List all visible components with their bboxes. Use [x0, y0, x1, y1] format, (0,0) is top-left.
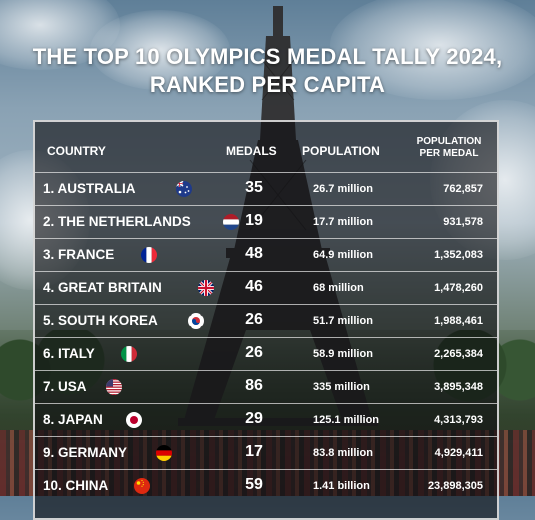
- population-value: 26.7 million: [313, 183, 373, 195]
- table-row: 2. THE NETHERLANDS 19 17.7 million 931,578: [35, 205, 497, 239]
- population-per-medal-value: 3,895,348: [434, 381, 483, 393]
- header-population-per-medal: POPULATION PER MEDAL: [407, 136, 491, 160]
- japan-flag-icon: [126, 412, 142, 428]
- italy-flag-icon: [121, 346, 137, 362]
- country-name: 10. CHINA: [43, 478, 109, 493]
- country-name: 4. GREAT BRITAIN: [43, 280, 162, 295]
- netherlands-flag-icon: [223, 214, 239, 230]
- page-subtitle: RANKED PER CAPITA: [149, 72, 386, 97]
- medal-count: 86: [245, 377, 263, 394]
- population-value: 83.8 million: [313, 447, 373, 459]
- population-value: 335 million: [313, 381, 370, 393]
- population-per-medal-value: 1,478,260: [434, 282, 483, 294]
- medal-count: 46: [245, 278, 263, 295]
- country-name: 8. JAPAN: [43, 412, 103, 427]
- medal-count: 19: [245, 212, 263, 229]
- population-value: 68 million: [313, 282, 364, 294]
- table-row: 5. SOUTH KOREA 26 51.7 million 1,988,461: [35, 304, 497, 338]
- australia-flag-icon: [176, 181, 192, 197]
- south-korea-flag-icon: [188, 313, 204, 329]
- header-ppm-line2: PER MEDAL: [419, 148, 479, 159]
- population-per-medal-value: 4,313,793: [434, 414, 483, 426]
- population-value: 125.1 million: [313, 414, 380, 426]
- table-row: 1. AUSTRALIA 35 26.7 million 762,857: [35, 172, 497, 206]
- medal-count: 35: [245, 179, 263, 196]
- country-name: 5. SOUTH KOREA: [43, 313, 158, 328]
- germany-flag-icon: [156, 445, 172, 461]
- country-name: 9. GERMANY: [43, 445, 128, 460]
- population-value: 1.41 billion: [313, 480, 370, 492]
- population-per-medal-value: 1,988,461: [434, 315, 483, 327]
- table-row: 10. CHINA 59 1.41 billion 23,898,305: [35, 469, 497, 503]
- population-per-medal-value: 1,352,083: [434, 249, 483, 261]
- population-value: 51.7 million: [313, 315, 373, 327]
- table-row: 9. GERMANY 17 83.8 million 4,929,411: [35, 436, 497, 470]
- header-medals: MEDALS: [226, 144, 277, 158]
- france-flag-icon: [141, 247, 157, 263]
- population-per-medal-value: 931,578: [443, 216, 483, 228]
- header-population: POPULATION: [302, 144, 380, 158]
- medal-count: 59: [245, 476, 263, 493]
- population-per-medal-value: 762,857: [443, 183, 483, 195]
- header-country: COUNTRY: [47, 144, 106, 158]
- country-name: 2. THE NETHERLANDS: [43, 214, 191, 229]
- table-row: 4. GREAT BRITAIN 46 68 million 1,478,260: [35, 271, 497, 305]
- population-per-medal-value: 4,929,411: [434, 447, 483, 459]
- medal-count: 29: [245, 410, 263, 427]
- usa-flag-icon: [106, 379, 122, 395]
- country-name: 1. AUSTRALIA: [43, 181, 136, 196]
- china-flag-icon: [134, 478, 150, 494]
- population-per-medal-value: 2,265,384: [434, 348, 483, 360]
- great-britain-flag-icon: [198, 280, 214, 296]
- medal-table: COUNTRY MEDALS POPULATION POPULATION PER…: [33, 120, 499, 520]
- country-name: 7. USA: [43, 379, 87, 394]
- table-row: 6. ITALY 26 58.9 million 2,265,384: [35, 337, 497, 371]
- page-title: THE TOP 10 OLYMPICS MEDAL TALLY 2024,: [32, 44, 503, 69]
- population-per-medal-value: 23,898,305: [427, 480, 483, 492]
- country-name: 6. ITALY: [43, 346, 95, 361]
- medal-count: 17: [245, 443, 263, 460]
- medal-count: 26: [245, 344, 263, 361]
- population-value: 58.9 million: [313, 348, 373, 360]
- country-name: 3. FRANCE: [43, 247, 115, 262]
- table-row: 8. JAPAN 29 125.1 million 4,313,793: [35, 403, 497, 437]
- population-value: 64.9 million: [313, 249, 373, 261]
- medal-count: 26: [245, 311, 263, 328]
- table-row: 3. FRANCE 48 64.9 million 1,352,083: [35, 238, 497, 272]
- table-row: 7. USA 86 335 million 3,895,348: [35, 370, 497, 404]
- medal-count: 48: [245, 245, 263, 262]
- table-header: COUNTRY MEDALS POPULATION POPULATION PER…: [35, 122, 497, 172]
- population-value: 17.7 million: [313, 216, 373, 228]
- header-ppm-line1: POPULATION: [416, 136, 482, 147]
